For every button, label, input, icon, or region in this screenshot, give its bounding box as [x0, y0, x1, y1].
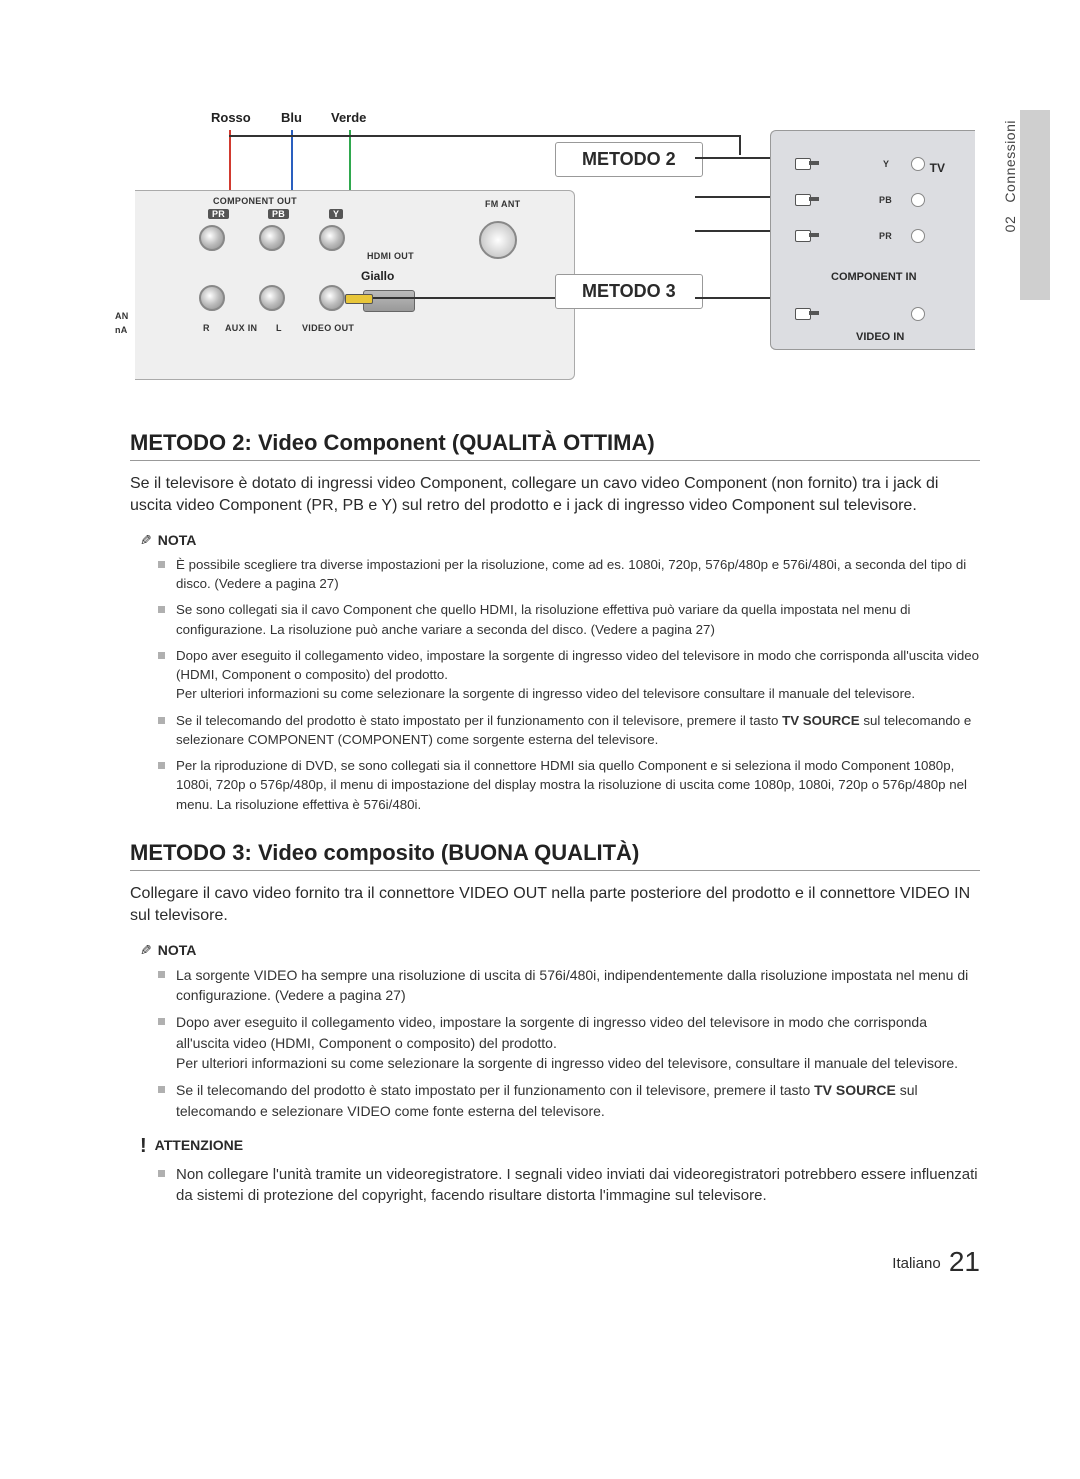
na-label: nA — [115, 325, 128, 335]
side-tab — [1020, 110, 1050, 300]
device-back-panel: COMPONENT OUT PR PB Y R AUX IN L VIDEO O… — [135, 190, 575, 380]
fm-port — [479, 221, 517, 259]
tv-jack-video — [911, 307, 925, 321]
tv-pr-label: PR — [879, 231, 892, 241]
connection-diagram: Rosso Blu Verde COMPONENT OUT PR PB Y R — [135, 110, 975, 400]
section3-title: METODO 3: Video composito (BUONA QUALITÀ… — [130, 840, 980, 871]
fm-ant-label: FM ANT — [485, 199, 520, 209]
jack-aux-l — [259, 285, 285, 311]
wire-m2-c — [695, 230, 770, 232]
video-out-label: VIDEO OUT — [302, 323, 354, 333]
manual-page: 02 Connessioni Rosso Blu Verde COMPONENT… — [0, 0, 1080, 1338]
wire-m2-b — [695, 196, 770, 198]
note-item: Dopo aver eseguito il collegamento video… — [176, 1012, 980, 1073]
hdmi-out-label: HDMI OUT — [367, 251, 414, 261]
note-item: È possibile scegliere tra diverse impost… — [176, 555, 980, 594]
aux-r-label: R — [203, 323, 210, 333]
note-item: Dopo aver eseguito il collegamento video… — [176, 646, 980, 704]
aux-l-label: L — [276, 323, 282, 333]
section2-title: METODO 2: Video Component (QUALITÀ OTTIM… — [130, 430, 980, 461]
method2-label: METODO 2 — [555, 142, 703, 177]
jack-aux-r — [199, 285, 225, 311]
chapter-number: 02 — [1002, 216, 1018, 233]
section3-intro: Collegare il cavo video fornito tra il c… — [130, 883, 980, 928]
caution-list: Non collegare l'unità tramite un videore… — [130, 1164, 980, 1206]
section2-intro: Se il televisore è dotato di ingressi vi… — [130, 473, 980, 518]
section3-nota-head: NOTA — [140, 942, 980, 959]
jack-pr — [199, 225, 225, 251]
label-rosso: Rosso — [211, 110, 251, 125]
footer-page: 21 — [949, 1246, 980, 1277]
label-giallo: Giallo — [361, 269, 394, 283]
wire-m3-tv — [695, 297, 770, 299]
y-label: Y — [329, 209, 343, 219]
footer-lang: Italiano — [892, 1255, 940, 1272]
page-footer: Italiano 21 — [130, 1246, 980, 1278]
label-verde: Verde — [331, 110, 366, 125]
jack-y — [319, 225, 345, 251]
jack-pb — [259, 225, 285, 251]
note-item: Se il telecomando del prodotto è stato i… — [176, 711, 980, 750]
pb-label: PB — [268, 209, 289, 219]
chapter-title: Connessioni — [1002, 120, 1018, 203]
tv-plug-pb — [795, 193, 835, 205]
wire-to-tv-top-v — [739, 135, 741, 155]
tv-jack-pb — [911, 193, 925, 207]
plug-yellow — [345, 294, 373, 304]
an-label: AN — [115, 311, 129, 321]
caution-item: Non collegare l'unità tramite un videore… — [176, 1164, 980, 1206]
tv-y-label: Y — [883, 159, 889, 169]
tv-plug-pr — [795, 229, 835, 241]
tv-plug-y — [795, 157, 835, 169]
section2-notes: È possibile scegliere tra diverse impost… — [130, 555, 980, 814]
note-item: Per la riproduzione di DVD, se sono coll… — [176, 756, 980, 814]
attenzione-head: ATTENZIONE — [140, 1135, 980, 1158]
method3-label: METODO 3 — [555, 274, 703, 309]
wire-m3-device — [373, 297, 555, 299]
wire-join — [229, 135, 351, 137]
tv-video-in-label: VIDEO IN — [856, 331, 904, 343]
note-item: Se il telecomando del prodotto è stato i… — [176, 1080, 980, 1121]
section2-nota-head: NOTA — [140, 532, 980, 549]
jack-video-out — [319, 285, 345, 311]
tv-component-in-label: COMPONENT IN — [831, 271, 917, 283]
tv-label: TV — [930, 161, 945, 175]
tv-plug-video — [795, 307, 835, 319]
component-out-label: COMPONENT OUT — [213, 196, 297, 206]
section3-notes: La sorgente VIDEO ha sempre una risoluzi… — [130, 965, 980, 1121]
pr-label: PR — [208, 209, 229, 219]
note-item: La sorgente VIDEO ha sempre una risoluzi… — [176, 965, 980, 1006]
aux-in-label: AUX IN — [225, 323, 257, 333]
wire-m2-a — [695, 157, 770, 159]
tv-jack-pr — [911, 229, 925, 243]
side-chapter-label: 02 Connessioni — [1002, 120, 1018, 232]
tv-pb-label: PB — [879, 195, 892, 205]
label-blu: Blu — [281, 110, 302, 125]
note-item: Se sono collegati sia il cavo Component … — [176, 600, 980, 639]
tv-panel: TV Y PB PR COMPONENT IN VIDEO IN — [770, 130, 975, 350]
tv-jack-y — [911, 157, 925, 171]
wire-to-tv-top-h — [351, 135, 741, 137]
